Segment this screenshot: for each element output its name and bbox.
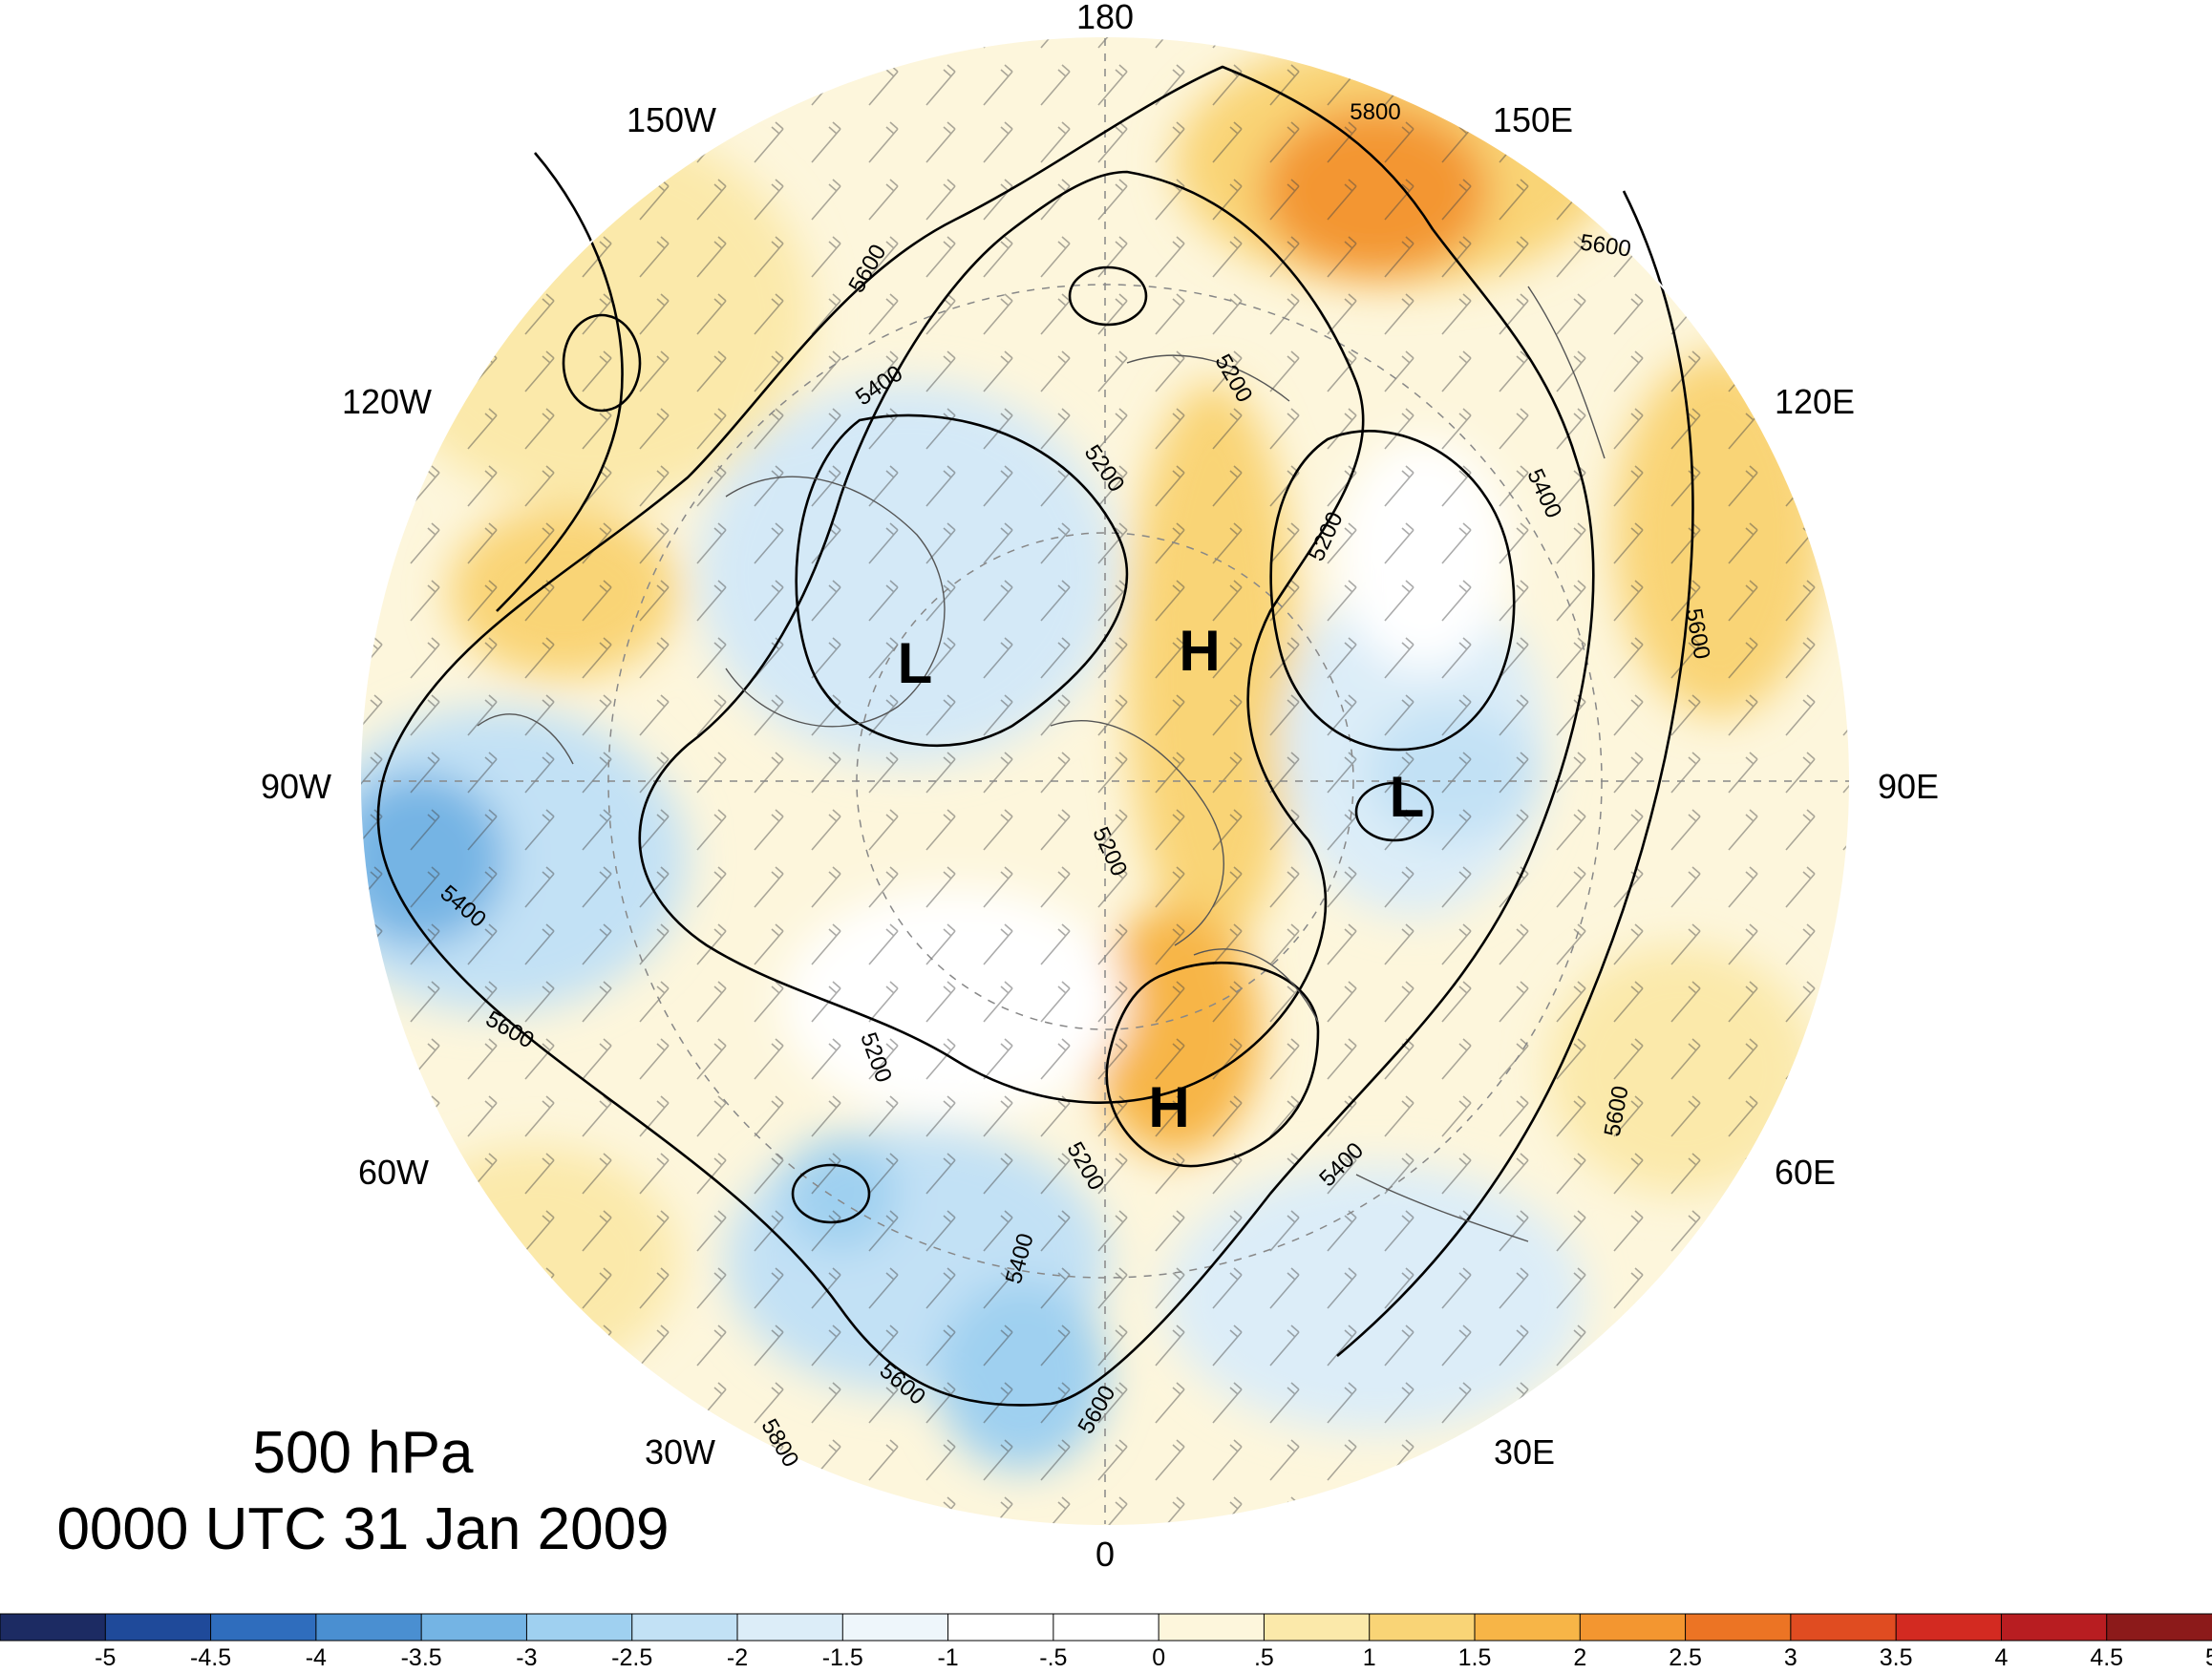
high-center-marker: H (1179, 619, 1220, 683)
colorbar-tick-label: -2 (727, 1644, 748, 1671)
lon-label: 90W (261, 767, 331, 806)
colorbar-tick-label: -.5 (1039, 1644, 1067, 1671)
contour-label: 5800 (1350, 99, 1400, 125)
colorbar-tick-label: -1.5 (822, 1644, 863, 1671)
colorbar-swatch (1369, 1613, 1476, 1642)
colorbar-tick-label: 4.5 (2090, 1644, 2123, 1671)
colorbar-tick-label: .5 (1254, 1644, 1274, 1671)
colorbar-swatch (1158, 1613, 1266, 1642)
longitude-labels: 180 150E 120E 90E 60E 30E 0 30W 60W 90W … (261, 0, 1939, 1574)
colorbar-tick-label: -1 (937, 1644, 958, 1671)
lon-label: 150E (1493, 100, 1573, 139)
colorbar-swatch (1474, 1613, 1582, 1642)
height-contours (376, 65, 1694, 1407)
colorbar: -5 -4.5 -4 -3.5 -3 -2.5 -2 -1.5 -1 -.5 0 .5 1 1.5 2 2.5… (0, 1613, 2212, 1671)
high-center-marker: H (1148, 1075, 1189, 1139)
lon-label: 150W (627, 100, 716, 139)
colorbar-swatch (1790, 1613, 1898, 1642)
colorbar-swatch (1685, 1613, 1792, 1642)
valid-time: 0000 UTC 31 Jan 2009 (56, 1496, 670, 1562)
colorbar-swatch (0, 1613, 107, 1642)
colorbar-swatch (210, 1613, 317, 1642)
colorbar-swatch (1053, 1613, 1160, 1642)
coastlines (477, 286, 1606, 1242)
colorbar-swatch (525, 1613, 633, 1642)
colorbar-swatch (2000, 1613, 2108, 1642)
lon-label: 120E (1775, 382, 1855, 421)
colorbar-tick-label: -5 (95, 1644, 116, 1671)
anomaly-shading (360, 36, 1850, 1526)
colorbar-swatch (2106, 1613, 2212, 1642)
colorbar-swatch (1895, 1613, 2003, 1642)
lon-label: 120W (342, 382, 432, 421)
lon-label: 0 (1095, 1535, 1115, 1574)
colorbar-tick-label: 2.5 (1669, 1644, 1702, 1671)
colorbar-swatch (631, 1613, 739, 1642)
low-center-marker: L (1390, 765, 1425, 829)
colorbar-tick-label: -2.5 (611, 1644, 652, 1671)
colorbar-tick-label: 1 (1363, 1644, 1376, 1671)
lon-label: 90E (1878, 767, 1939, 806)
colorbar-tick-label: -3 (516, 1644, 537, 1671)
colorbar-tick-label: 4 (1994, 1644, 2008, 1671)
lon-label: 30W (645, 1432, 715, 1472)
colorbar-tick-label: -3.5 (401, 1644, 442, 1671)
map-title: 500 hPa 0000 UTC 31 Jan 2009 (0, 1415, 726, 1568)
colorbar-tick-label: 5 (2205, 1644, 2212, 1671)
low-center-marker: L (898, 631, 933, 695)
lon-label: 60E (1775, 1153, 1836, 1192)
colorbar-tick-label: 2 (1573, 1644, 1586, 1671)
colorbar-swatch (1263, 1613, 1371, 1642)
colorbar-tick-label: 0 (1152, 1644, 1165, 1671)
colorbar-tick-label: -4.5 (190, 1644, 231, 1671)
colorbar-swatch (841, 1613, 949, 1642)
pressure-level: 500 hPa (252, 1420, 474, 1486)
lon-label: 30E (1494, 1432, 1555, 1472)
colorbar-tick-label: 3 (1784, 1644, 1797, 1671)
colorbar-swatch (736, 1613, 844, 1642)
lon-label: 180 (1076, 0, 1134, 36)
colorbar-swatch (315, 1613, 423, 1642)
colorbar-tick-label: 3.5 (1880, 1644, 1913, 1671)
colorbar-swatch (947, 1613, 1054, 1642)
map-boundary (359, 35, 1851, 1527)
colorbar-tick-label: 1.5 (1458, 1644, 1492, 1671)
colorbar-swatch (104, 1613, 212, 1642)
colorbar-tick-label: -4 (306, 1644, 327, 1671)
colorbar-swatch (1579, 1613, 1687, 1642)
graticule (363, 38, 1849, 1524)
colorbar-swatch (420, 1613, 528, 1642)
lon-label: 60W (358, 1153, 429, 1192)
pressure-centers: L H L H (898, 619, 1425, 1139)
